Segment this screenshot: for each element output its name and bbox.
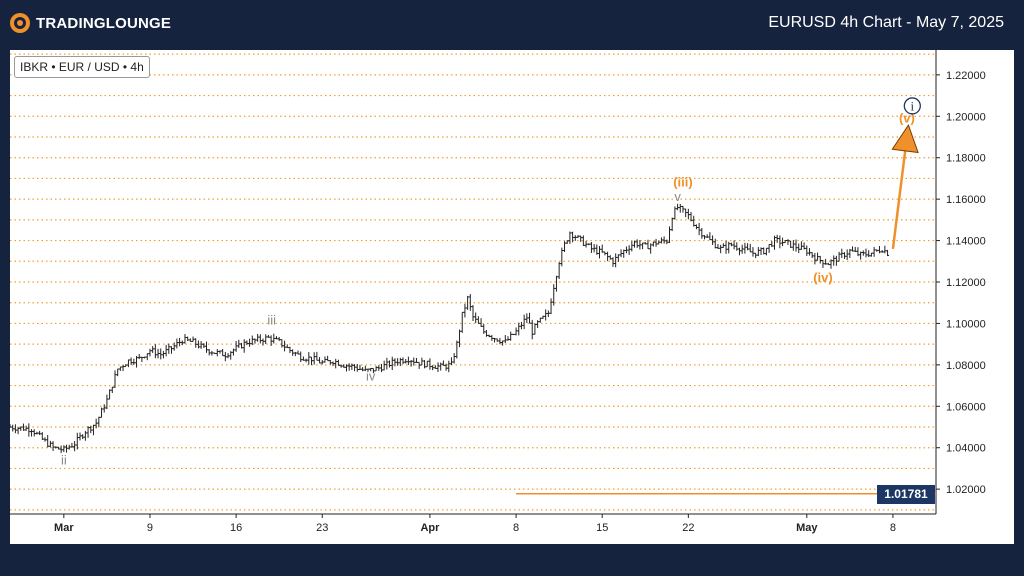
y-tick-label: 1.16000 [946,194,986,206]
chart-title: EURUSD 4h Chart - May 7, 2025 [768,14,1004,31]
brand-logo: TRADINGLOUNGE [10,13,171,33]
x-tick-label: 8 [890,522,896,534]
projection-line [891,142,908,250]
y-tick-label: 1.18000 [946,153,986,165]
y-tick-label: 1.06000 [946,401,986,413]
y-tick-label: 1.02000 [946,484,986,496]
chart-area [10,50,1014,544]
wave-label: v [674,189,681,204]
y-tick-label: 1.12000 [946,277,986,289]
wave-label: ii [61,452,67,467]
x-tick-label: 16 [230,522,242,534]
y-tick-label: 1.04000 [946,443,986,455]
last-price-badge: 1.01781 [877,485,935,504]
projection-arrowhead [891,123,919,154]
wave-label-circle [903,97,921,115]
symbol-label: IBKR • EUR / USD • 4h [14,56,150,78]
x-tick-label: Apr [420,522,440,534]
y-tick-label: 1.22000 [946,70,986,82]
y-tick-label: 1.14000 [946,236,986,248]
x-tick-label: 8 [513,522,519,534]
brand-name: TRADINGLOUNGE [36,14,172,32]
x-tick-label: 15 [596,522,608,534]
x-tick-label: Mar [54,522,74,534]
wave-label: i [910,98,914,113]
target-logo-icon [10,13,30,33]
price-chart: 1.02000 1.04000 1.06000 1.08000 1.10000 1.120… [10,50,986,534]
wave-label: (iv) [813,270,833,285]
wave-label: (iii) [673,175,693,190]
wave-label: iii [267,312,276,327]
x-tick-label: 9 [147,522,153,534]
y-tick-label: 1.08000 [946,360,986,372]
x-tick-label: 23 [316,522,328,534]
x-tick-label: 22 [682,522,694,534]
top-bar: TRADINGLOUNGE EURUSD 4h Chart - May 7, 2… [0,0,1024,50]
x-tick-label: May [796,522,818,534]
y-tick-label: 1.10000 [946,318,986,330]
y-tick-label: 1.20000 [946,111,986,123]
wave-label: iv [366,368,376,383]
